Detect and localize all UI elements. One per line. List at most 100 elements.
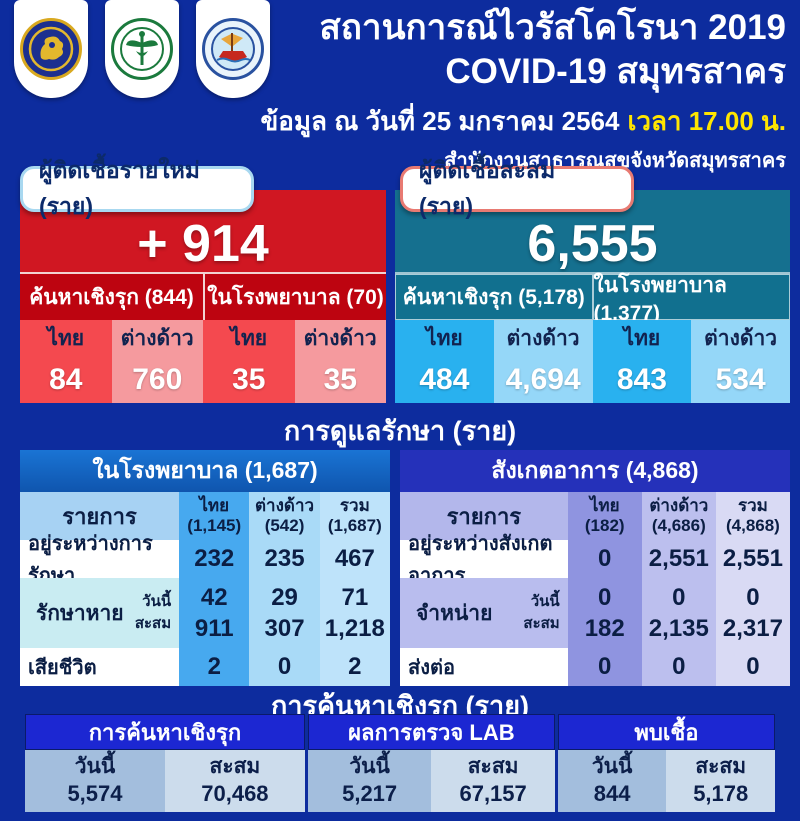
- cumulative-value: 5,178: [693, 781, 749, 807]
- label-foreign: ต่างด้าว: [691, 320, 790, 357]
- item-column-header: รายการ: [400, 492, 568, 540]
- cumulative-sublabel: สะสม: [523, 615, 560, 632]
- col-name: ไทย: [199, 495, 230, 515]
- cum-proactive-subheader: ค้นหาเชิงรุก (5,178): [395, 274, 593, 320]
- row-label: อยู่ระหว่างการรักษา: [20, 533, 180, 587]
- logo-row: [14, 0, 270, 98]
- cumulative-value: 182: [584, 615, 625, 642]
- today-cell: วันนี้ 844: [557, 750, 667, 812]
- label-foreign: ต่างด้าว: [294, 320, 386, 357]
- cell-value: 0: [641, 648, 716, 686]
- ministry-of-interior-seal-icon: [20, 18, 82, 80]
- value-foreign-proactive: 760: [111, 357, 203, 403]
- cumulative-cell: สะสม 67,157: [431, 750, 555, 812]
- cell-value: 232: [179, 540, 250, 578]
- today-label: วันนี้: [74, 755, 116, 779]
- today-value: 0: [672, 583, 686, 611]
- cell-value-pair: 0 182: [567, 578, 642, 648]
- today-value: 0: [746, 583, 760, 611]
- cell-value-pair: 29 307: [249, 578, 320, 648]
- care-section-title: การดูแลรักษา (ราย): [283, 416, 517, 446]
- hospital-table-header: ในโรงพยาบาล (1,687): [20, 450, 390, 492]
- new-cases-nationality-labels: ไทย ต่างด้าว ไทย ต่างด้าว: [20, 320, 386, 357]
- cell-value: 2,551: [715, 540, 790, 578]
- cumulative-value: 67,157: [459, 781, 527, 807]
- row-label: รักษาหาย: [36, 601, 124, 625]
- thai-column-header: ไทย (1,145): [179, 492, 250, 540]
- cell-value: 2: [319, 648, 390, 686]
- row-label: จำหน่าย: [416, 601, 493, 625]
- row-label: ส่งต่อ: [400, 648, 568, 686]
- ministry-of-interior-logo: [14, 0, 88, 98]
- cell-value: 0: [249, 648, 320, 686]
- value-foreign-hospital: 534: [691, 357, 790, 403]
- cell-value-pair: 0 2,135: [641, 578, 716, 648]
- row-referred: ส่งต่อ 0 0 0: [400, 648, 790, 686]
- label-thai: ไทย: [592, 320, 692, 357]
- value-foreign-proactive: 4,694: [493, 357, 593, 403]
- cell-value: 2: [179, 648, 250, 686]
- today-value: 42: [200, 583, 228, 611]
- samut-sakhon-province-logo: [196, 0, 270, 98]
- new-proactive-subheader: ค้นหาเชิงรุก (844): [29, 285, 194, 309]
- cumulative-value: 70,468: [201, 781, 269, 807]
- col-name: รวม: [737, 495, 768, 515]
- row-label: อยู่ระหว่างสังเกตอาการ: [400, 533, 568, 587]
- value-foreign-hospital: 35: [294, 357, 386, 403]
- value-thai-proactive: 84: [20, 357, 112, 403]
- row-discharged: จำหน่าย วันนี้ สะสม 0 182 0 2,135 0 2,31…: [400, 578, 790, 648]
- item-column-header: รายการ: [20, 492, 180, 540]
- new-cases-panel: + 914 ค้นหาเชิงรุก (844) ในโรงพยาบาล (70…: [20, 190, 386, 403]
- cumulative-cell: สะสม 5,178: [666, 750, 775, 812]
- foreign-column-header: ต่างด้าว (4,686): [641, 492, 716, 540]
- today-cell: วันนี้ 5,574: [25, 750, 165, 812]
- label-foreign: ต่างด้าว: [493, 320, 593, 357]
- col-subtotal: (4,868): [725, 516, 780, 535]
- proactive-group-positive: พบเชื้อ วันนี้ 844 สะสม 5,178: [557, 714, 775, 812]
- cumulative-label: สะสม: [695, 755, 747, 779]
- cell-value: 235: [249, 540, 320, 578]
- observation-table-header: สังเกตอาการ (4,868): [400, 450, 790, 492]
- observation-column-headers: รายการ ไทย (182) ต่างด้าว (4,686) รวม (4…: [400, 492, 790, 540]
- cumulative-label: สะสม: [467, 755, 519, 779]
- today-value: 71: [341, 583, 369, 611]
- date-text: ข้อมูล ณ วันที่ 25 มกราคม 2564: [260, 105, 620, 136]
- col-subtotal: (1,145): [187, 516, 242, 535]
- hospital-column-headers: รายการ ไทย (1,145) ต่างด้าว (542) รวม (1…: [20, 492, 390, 540]
- cell-value: 0: [567, 648, 642, 686]
- today-cell: วันนี้ 5,217: [307, 750, 432, 812]
- hospital-care-table: ในโรงพยาบาล (1,687) รายการ ไทย (1,145) ต…: [20, 450, 390, 686]
- foreign-column-header: ต่างด้าว (542): [249, 492, 320, 540]
- cumulative-subheaders: ค้นหาเชิงรุก (5,178) ในโรงพยาบาล (1,377): [395, 272, 790, 325]
- cumulative-nationality-labels: ไทย ต่างด้าว ไทย ต่างด้าว: [395, 320, 790, 357]
- group-header: พบเชื้อ: [557, 714, 775, 750]
- today-label: วันนี้: [591, 755, 633, 779]
- cumulative-label: สะสม: [209, 755, 261, 779]
- cell-value-pair: 0 2,317: [715, 578, 790, 648]
- cell-value: 0: [715, 648, 790, 686]
- col-name: ต่างด้าว: [255, 495, 315, 515]
- cell-value-pair: 42 911: [179, 578, 250, 648]
- row-label-group: จำหน่าย วันนี้ สะสม: [400, 578, 568, 648]
- value-thai-hospital: 35: [203, 357, 295, 403]
- col-subtotal: (4,686): [651, 516, 706, 535]
- cumulative-value: 2,317: [722, 615, 783, 642]
- row-label: เสียชีวิต: [20, 648, 180, 686]
- new-hospital-subheader: ในโรงพยาบาล (70): [203, 274, 386, 320]
- samut-sakhon-seal-icon: [202, 18, 264, 80]
- ministry-of-public-health-logo: [105, 0, 179, 98]
- label-foreign: ต่างด้าว: [111, 320, 203, 357]
- junk-ship-icon: [211, 27, 255, 71]
- col-subtotal: (1,687): [327, 516, 382, 535]
- page-title-line2: COVID-19 สมุทรสาคร: [445, 51, 786, 91]
- singha-lion-icon: [28, 26, 74, 72]
- today-value: 5,217: [342, 781, 398, 807]
- row-under-observation: อยู่ระหว่างสังเกตอาการ 0 2,551 2,551: [400, 533, 790, 587]
- cell-value: 0: [567, 540, 642, 578]
- caduceus-icon: [120, 27, 164, 71]
- group-header: ผลการตรวจ LAB: [307, 714, 555, 750]
- cumulative-value: 1,218: [324, 615, 385, 642]
- time-text: เวลา 17.00 น.: [627, 105, 786, 136]
- cumulative-sublabel: สะสม: [134, 615, 172, 632]
